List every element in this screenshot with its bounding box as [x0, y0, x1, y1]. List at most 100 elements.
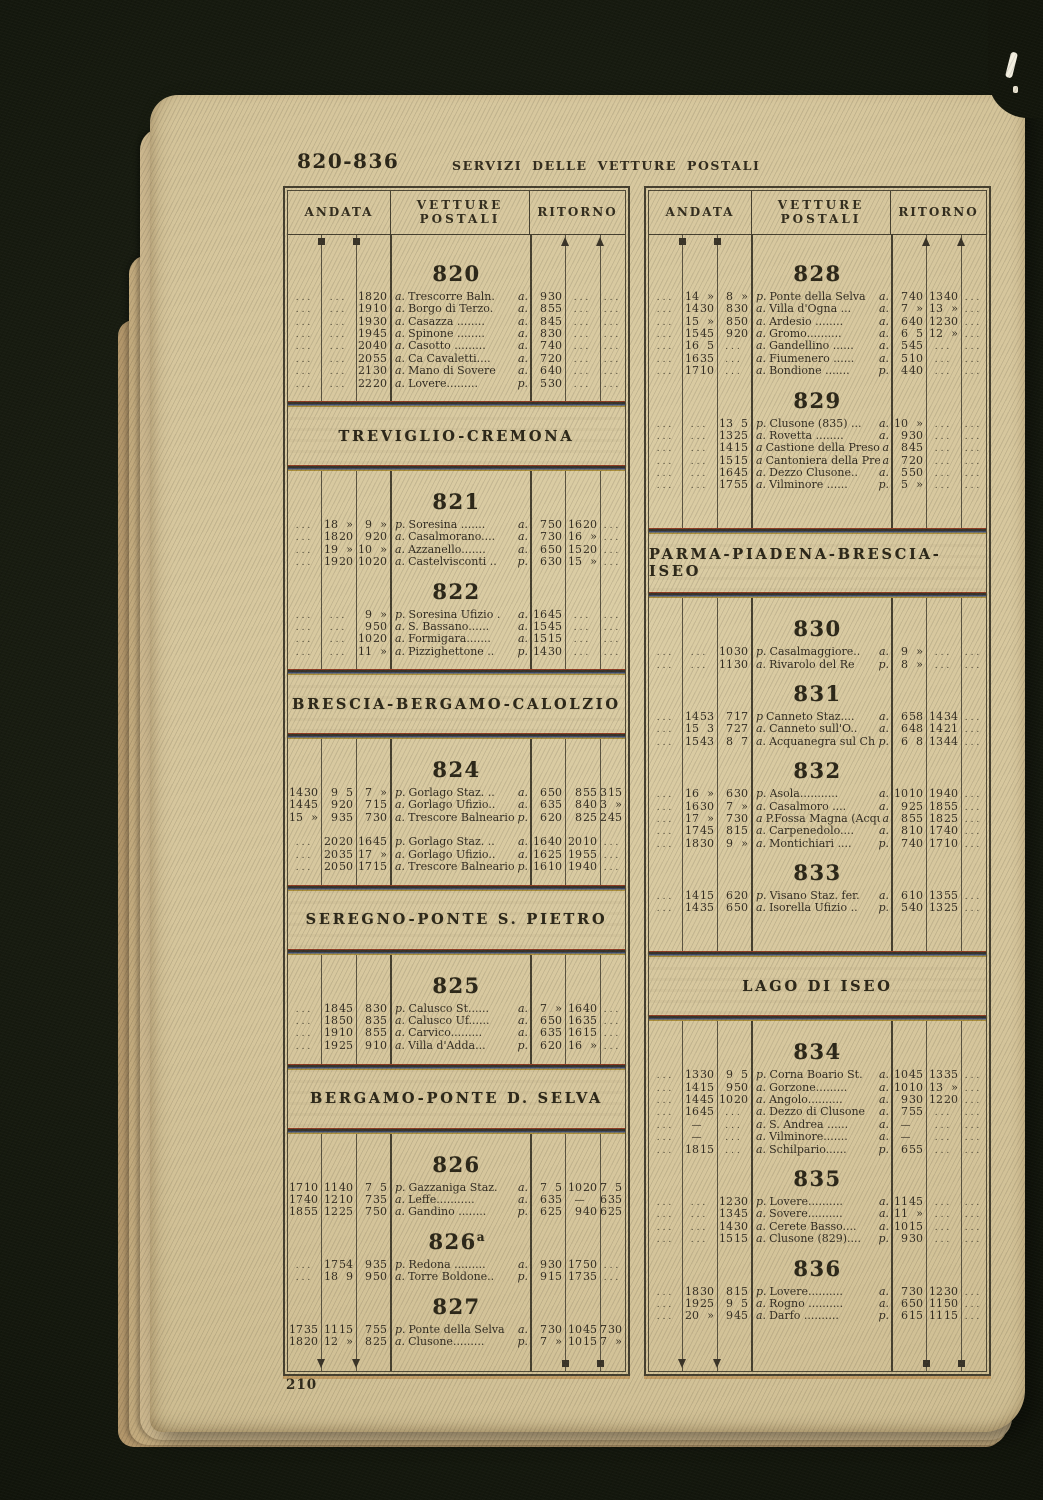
ritorno-time-2: ... [934, 1210, 953, 1221]
hour-value: 10 [358, 543, 372, 556]
row-group: ...... 13 5 p. Clusone (835) ... a. 10».......… [649, 418, 986, 492]
andata-time-2: ... [329, 622, 348, 633]
hour-value: 13 [929, 1081, 943, 1094]
timetable-row: ... —... a. Vilminore....... a. —...... [649, 1131, 986, 1143]
station-cell: a. Montichiari .... p. [751, 838, 891, 850]
minute-value: 15 [700, 1143, 714, 1156]
andata-time-1: ... [656, 1145, 675, 1156]
andata-time-3: 8 30 [356, 1003, 390, 1015]
andata-time-3: 7 17 [717, 711, 751, 723]
minute-value: 20 [909, 454, 923, 467]
section-number: 836 [793, 1255, 842, 1281]
arrival-marker: p. [517, 377, 528, 390]
ritorno-time-2: ... [934, 648, 953, 659]
station-ritorno-divider [891, 234, 893, 529]
andata-time-2: ... [690, 1210, 709, 1221]
minute-value: » [590, 556, 597, 569]
timetable-row: ... 14 45 10 20 a. Angolo.......... a. 9 30 12 20..… [649, 1094, 986, 1106]
ritorno-time-2: 8 40 [565, 799, 600, 811]
minute-value: 30 [909, 1093, 923, 1106]
station-name: Asola........... [769, 788, 839, 801]
arrival-marker: a. [517, 848, 528, 861]
station-name: Montichiari .... [769, 837, 852, 850]
hour-value: 19 [358, 315, 372, 328]
ritorno-time-2: 12 30 [926, 316, 961, 328]
ritorno-time-2: ... [573, 354, 592, 365]
hour-value: 14 [685, 710, 699, 723]
minute-value: » [707, 788, 714, 801]
hour-value: 9 [365, 519, 372, 532]
andata-time-1: ... [656, 1312, 675, 1323]
minute-value: 30 [373, 365, 387, 378]
ritorno-time-2: ... [573, 622, 592, 633]
ritorno-time-3: ... [964, 419, 983, 430]
section-separator [288, 465, 625, 472]
ritorno-time-2: 12 20 [926, 1094, 961, 1106]
minute-value: » [346, 1335, 353, 1348]
minute-value: 45 [734, 1310, 748, 1323]
route-header: PARMA-PIADENA-BRESCIA-ISEO [649, 534, 986, 593]
timetable-row: ... 16 30 7» a. Casalmoro .... a. 9 25 18 55... [649, 801, 986, 813]
section-number: 824 [432, 757, 481, 783]
station-name: Castione della Presol. [765, 442, 881, 455]
andata-line-1 [682, 598, 683, 952]
timetable-row: ...... 13 5 p. Clusone (835) ... a. 10 »...... [649, 418, 986, 430]
hour-value: 13 [929, 303, 943, 316]
andata-time-3: 9 20 [356, 531, 390, 543]
arrow-up-icon [922, 236, 930, 246]
ritorno-time-3: ... [964, 305, 983, 316]
departure-marker: a. [395, 340, 406, 353]
timetable-row: ... 20» 9 45 a. Darfo .......... p. 6 15 11 15... [649, 1310, 986, 1322]
timetable-row: ...... 20 40 a. Casotto ......... a. 7 40...... [288, 340, 625, 352]
departure-marker: a. [395, 860, 406, 873]
departure-marker: a [756, 454, 763, 467]
minute-value: » [380, 848, 387, 861]
arrival-marker: a. [517, 303, 528, 316]
flag-icon [562, 1360, 569, 1367]
minute-value: 45 [700, 327, 714, 340]
hour-value: 13 [600, 799, 607, 812]
ritorno-time-3: ... [603, 850, 622, 861]
station-cell: a. Calusco Uf...... a. [390, 1015, 530, 1027]
route-name: SEREGNO-PONTE S. PIETRO [305, 911, 608, 929]
hour-value: 8 [726, 825, 733, 838]
station-cell: a. Darfo .......... p. [751, 1310, 891, 1322]
minute-value: 50 [734, 1081, 748, 1094]
hour-value: 14 [685, 902, 699, 915]
station-name: Isorella Ufizio .. [769, 902, 858, 915]
ritorno-time-2: 13 44 [926, 736, 961, 748]
hour-value: 9 [901, 800, 908, 813]
hour-value: 17 [929, 825, 943, 838]
minute-value: » [916, 417, 923, 430]
andata-time-2: 19 10 [321, 1027, 356, 1039]
andata-time-2: ... [329, 354, 348, 365]
minute-value: 10 [944, 837, 958, 850]
hour-value: 10 [568, 1335, 582, 1348]
hour-value: 7 [726, 812, 733, 825]
andata-time-2: ... [690, 444, 709, 455]
andata-line-1 [321, 739, 322, 885]
minute-value: 40 [339, 1181, 353, 1194]
timetable-row: ...... 13 45 a. Sovere.......... a. 11»...... [649, 1208, 986, 1220]
departure-marker: a. [395, 290, 406, 303]
andata-time-3: 8 50 [717, 316, 751, 328]
timetable-row: ... 15 45 9 20 a. Gromo.......... a. 6 5 12»... [649, 328, 986, 340]
station-name: Clusone......... [408, 1335, 485, 1348]
station-ritorno-divider [530, 1133, 532, 1371]
station-name: Schilpario...... [769, 1143, 847, 1156]
route-name: LAGO DI ISEO [742, 977, 893, 995]
flag-icon [318, 237, 325, 245]
hour-value: 16 [533, 608, 547, 621]
departure-marker: a. [756, 1143, 767, 1156]
ritorno-time-2: ... [934, 481, 953, 492]
hour-value: 9 [726, 1310, 733, 1323]
ritorno-time-1: 9 30 [530, 291, 565, 303]
table-segment: 834... 13 30 9 5 p. Corna Boario St. a. 10 45 13 35… [649, 1021, 986, 1371]
station-name: Visano Staz. fer. [769, 890, 860, 903]
station-cell: p. Gazzaniga Staz. a. [390, 1182, 530, 1194]
station-cell: a. Sovere.......... a. [751, 1208, 891, 1220]
andata-time-1: ... [656, 469, 675, 480]
hour-value: 9 [365, 1271, 372, 1284]
arrival-marker: p. [878, 837, 889, 850]
andata-time-1: ... [295, 1029, 314, 1040]
